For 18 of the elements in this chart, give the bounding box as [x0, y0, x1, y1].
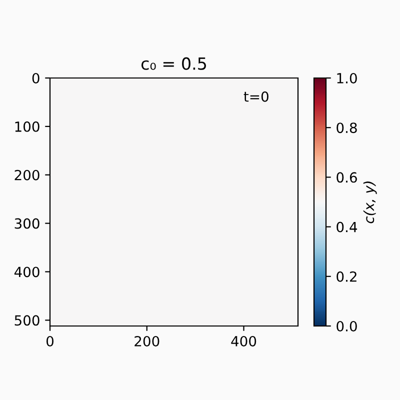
color-bar-label: 0.8 — [336, 122, 357, 134]
color-bar-label: 0.2 — [336, 271, 356, 282]
x-tick-label: 400 — [231, 336, 256, 346]
annotation: t=0 — [244, 91, 268, 102]
y-tick-label: 400 — [14, 266, 40, 278]
y-tick-label: 300 — [14, 218, 40, 229]
color-bar-label: 0.6 — [336, 172, 357, 183]
x-tick-label: 0 — [46, 336, 54, 346]
color-bar-label: 0.0 — [336, 320, 357, 332]
y-tick-label: 200 — [14, 170, 40, 180]
y-tick-label: 100 — [15, 121, 40, 132]
x-tick-label: 200 — [134, 336, 160, 346]
color-bar-title: c(x, y) — [363, 182, 377, 224]
color-bar-label: 0.4 — [336, 222, 358, 232]
chart-title: c₀ = 0.5 — [141, 57, 206, 70]
y-tick-label: 500 — [14, 315, 40, 326]
y-tick-label: 0 — [32, 72, 40, 84]
color-bar-label: 1.0 — [337, 72, 357, 84]
